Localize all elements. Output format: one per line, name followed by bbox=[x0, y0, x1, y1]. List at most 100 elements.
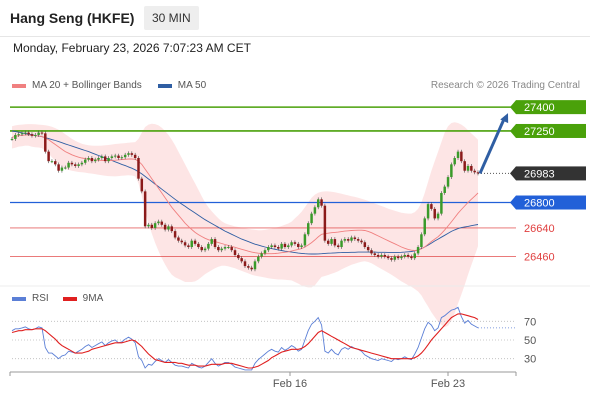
candle-body bbox=[54, 161, 57, 165]
candle-body bbox=[333, 239, 337, 246]
candle-body bbox=[257, 256, 260, 262]
level-badge-26983: 26983 bbox=[510, 166, 586, 181]
candle-body bbox=[297, 243, 300, 248]
candle-body bbox=[197, 243, 200, 248]
candle-body bbox=[140, 178, 144, 192]
level-badge-26800: 26800 bbox=[510, 195, 586, 210]
candle-body bbox=[243, 261, 247, 267]
candle-body bbox=[190, 240, 193, 248]
candle-body bbox=[14, 134, 17, 139]
candle-body bbox=[83, 159, 87, 163]
candle-body bbox=[123, 154, 127, 158]
legend-ma20: MA 20 + Bollinger Bands bbox=[12, 80, 142, 91]
candle-body bbox=[403, 254, 407, 257]
price-legend: MA 20 + Bollinger Bands MA 50 bbox=[12, 80, 222, 91]
legend-9ma-label: 9MA bbox=[82, 293, 104, 304]
level-badge-27250: 27250 bbox=[510, 123, 586, 138]
candle-body bbox=[426, 204, 430, 219]
level-label: 27400 bbox=[524, 102, 555, 114]
candle-body bbox=[187, 245, 190, 248]
x-tick-label: Feb 23 bbox=[431, 378, 465, 390]
candle-body bbox=[416, 247, 420, 254]
candle-body bbox=[230, 247, 233, 251]
candle-body bbox=[40, 132, 44, 134]
candle-body bbox=[210, 239, 213, 244]
candle-body bbox=[74, 164, 77, 166]
level-badge-pointer bbox=[510, 100, 516, 115]
candle-body bbox=[353, 237, 357, 240]
candle-body bbox=[233, 250, 237, 255]
candle-body bbox=[34, 134, 37, 136]
candle-body bbox=[476, 172, 480, 174]
rsi-ma-swatch-icon bbox=[62, 296, 77, 301]
candle-body bbox=[47, 151, 50, 162]
candle-body bbox=[280, 243, 283, 249]
candle-body bbox=[406, 254, 410, 257]
candle-body bbox=[44, 133, 47, 152]
level-badge-bg bbox=[516, 100, 586, 115]
candle-body bbox=[436, 213, 440, 219]
candle-body bbox=[167, 226, 170, 230]
candle-body bbox=[466, 165, 470, 171]
candle-body bbox=[110, 156, 114, 158]
candle-body bbox=[413, 253, 416, 259]
candle-body bbox=[137, 158, 140, 179]
chart-header: Hang Seng (HKFE) 30 MIN bbox=[0, 0, 590, 37]
candle-body bbox=[133, 154, 137, 158]
candle-body bbox=[227, 247, 230, 249]
candle-body bbox=[203, 248, 207, 251]
candle-body bbox=[213, 239, 217, 248]
candle-body bbox=[237, 254, 240, 259]
bollinger-band-area bbox=[12, 122, 478, 328]
candle-body bbox=[250, 267, 253, 270]
candle-body bbox=[430, 204, 433, 209]
legend-rsi: RSI bbox=[12, 293, 49, 304]
candle-body bbox=[370, 250, 373, 254]
candle-body bbox=[17, 134, 20, 136]
candle-body bbox=[470, 165, 473, 171]
candle-body bbox=[453, 158, 456, 165]
candle-body bbox=[180, 240, 183, 243]
candle-body bbox=[10, 138, 14, 140]
level-badge-pointer bbox=[510, 166, 516, 181]
candle-body bbox=[346, 239, 350, 241]
candle-body bbox=[290, 242, 293, 246]
rsi-tick-70: 70 bbox=[524, 316, 536, 328]
candle-body bbox=[473, 170, 476, 173]
candle-body bbox=[117, 155, 120, 158]
candle-body bbox=[287, 245, 290, 248]
candle-body bbox=[127, 153, 130, 155]
rsi-line bbox=[11, 306, 479, 371]
candle-body bbox=[390, 258, 393, 260]
x-tick-label: Feb 16 bbox=[273, 378, 307, 390]
candle-body bbox=[420, 234, 423, 248]
candle-body bbox=[463, 161, 466, 171]
rsi-ma-line bbox=[11, 313, 479, 369]
rsi-tick-30: 30 bbox=[524, 354, 536, 366]
candle-body bbox=[253, 261, 257, 270]
level-label-26460: 26460 bbox=[524, 252, 555, 264]
legend-rsi-label: RSI bbox=[32, 293, 49, 304]
candle-body bbox=[340, 240, 343, 248]
candle-body bbox=[30, 134, 34, 136]
candle-body bbox=[396, 256, 400, 259]
candle-body bbox=[220, 248, 223, 251]
candle-body bbox=[410, 256, 413, 259]
candle-body bbox=[393, 256, 397, 260]
level-badge-bg bbox=[516, 166, 586, 181]
candle-body bbox=[27, 132, 30, 135]
candle-body bbox=[450, 164, 453, 178]
candle-body bbox=[260, 253, 263, 257]
candle-body bbox=[103, 156, 107, 162]
level-label: 26800 bbox=[524, 198, 555, 210]
candle-body bbox=[363, 242, 367, 248]
candle-body bbox=[240, 258, 243, 262]
candle-body bbox=[330, 239, 333, 244]
candle-body bbox=[277, 247, 280, 249]
credit-text: Research © 2026 Trading Central bbox=[430, 80, 580, 91]
candle-body bbox=[160, 221, 164, 225]
candle-body bbox=[163, 224, 167, 230]
timeframe-badge[interactable]: 30 MIN bbox=[144, 6, 199, 30]
level-badge-bg bbox=[516, 123, 586, 138]
